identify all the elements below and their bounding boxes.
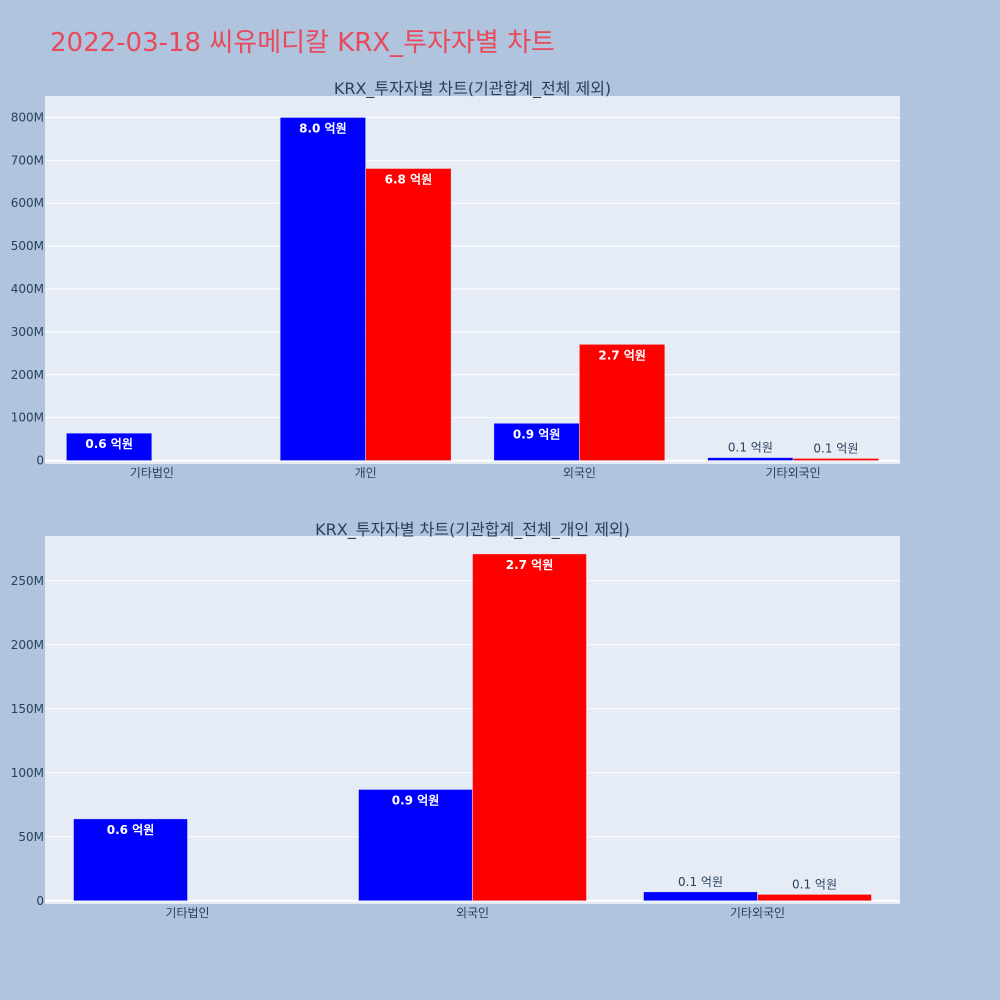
- y-tick-label: 0: [36, 454, 44, 468]
- bar: [358, 789, 473, 902]
- data-label: 0.1 억원: [728, 441, 773, 455]
- data-label: 0.9 억원: [392, 793, 440, 807]
- x-tick-label: 기타외국인: [730, 906, 785, 920]
- y-tick-label: 300M: [11, 325, 44, 339]
- plot-area: [45, 96, 900, 464]
- y-tick-label: 400M: [11, 282, 44, 296]
- data-label: 0.1 억원: [678, 875, 723, 889]
- bar: [757, 894, 872, 902]
- bar: [707, 457, 794, 461]
- x-tick-label: 기타법인: [165, 906, 209, 920]
- y-tick-label: 150M: [11, 702, 44, 716]
- bar: [365, 168, 452, 461]
- bar: [643, 891, 758, 902]
- bar: [493, 423, 580, 461]
- chart-investor-all: KRX_투자자별 차트(기관합계_전체 제외) 0 100M 200M 300M 400M…: [11, 79, 900, 480]
- data-label: 0.9 억원: [513, 427, 561, 441]
- y-tick-label: 200M: [11, 368, 44, 382]
- y-tick-label: 100M: [11, 766, 44, 780]
- bar: [579, 344, 666, 461]
- bar: [472, 553, 587, 902]
- bar: [792, 458, 879, 461]
- data-label: 2.7 억원: [598, 348, 646, 362]
- y-tick-label: 0: [36, 894, 44, 908]
- x-tick-label: 기타외국인: [766, 466, 821, 480]
- y-tick-label: 700M: [11, 153, 44, 167]
- data-label: 8.0 억원: [299, 121, 347, 135]
- data-label: 6.8 억원: [385, 172, 433, 186]
- y-tick-label: 600M: [11, 196, 44, 210]
- chart-investor-no-individual: KRX_투자자별 차트(기관합계_전체_개인 제외) 0 50M 100M 150M 20…: [11, 520, 900, 920]
- x-tick-label: 외국인: [563, 466, 596, 480]
- y-tick-label: 50M: [18, 830, 44, 844]
- data-label: 0.1 억원: [792, 877, 837, 891]
- y-tick-label: 250M: [11, 574, 44, 588]
- bar: [66, 432, 153, 461]
- page-title: 2022-03-18 씨유메디칼 KRX_투자자별 차트: [50, 28, 555, 58]
- bar: [279, 117, 366, 461]
- y-tick-label: 800M: [11, 110, 44, 124]
- chart-title: KRX_투자자별 차트(기관합계_전체_개인 제외): [315, 520, 630, 540]
- data-label: 2.7 억원: [506, 558, 554, 572]
- chart-title: KRX_투자자별 차트(기관합계_전체 제외): [334, 79, 611, 99]
- y-tick-label: 100M: [11, 411, 44, 425]
- x-tick-label: 기타법인: [130, 466, 174, 480]
- bar: [73, 818, 188, 902]
- x-tick-label: 외국인: [456, 906, 489, 920]
- y-tick-label: 200M: [11, 638, 44, 652]
- x-tick-label: 개인: [355, 466, 377, 480]
- data-label: 0.6 억원: [85, 437, 133, 451]
- y-tick-label: 500M: [11, 239, 44, 253]
- data-label: 0.6 억원: [107, 823, 155, 837]
- data-label: 0.1 억원: [813, 441, 858, 455]
